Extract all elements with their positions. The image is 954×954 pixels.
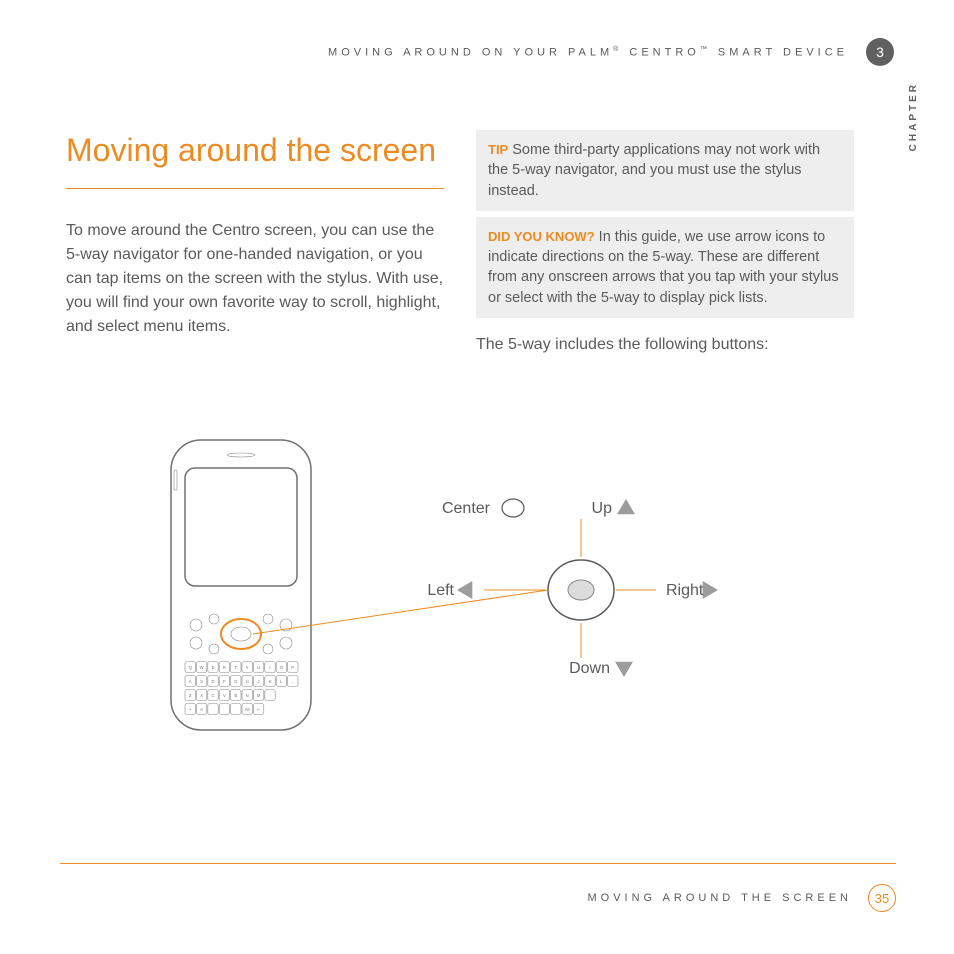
svg-text:D: D (211, 679, 214, 684)
running-foot: MOVING AROUND THE SCREEN (588, 892, 853, 904)
reg-mark: ® (613, 46, 622, 53)
svg-text:H: H (246, 679, 249, 684)
five-way-diagram: QWERTYUIOPASDFGHJKL←ZXCVBNM•0Alt↵CenterU… (66, 420, 854, 770)
svg-text:Z: Z (189, 693, 192, 698)
svg-text:←: ← (291, 679, 295, 684)
dyk-label: DID YOU KNOW? (488, 229, 595, 244)
diagram-svg: QWERTYUIOPASDFGHJKL←ZXCVBNM•0Alt↵CenterU… (66, 420, 854, 770)
content-area: Moving around the screen To move around … (66, 130, 854, 354)
svg-text:T: T (235, 665, 238, 670)
dir-label-center: Center (442, 500, 491, 517)
section-title: Moving around the screen (66, 130, 444, 189)
dir-label-up: Up (592, 500, 613, 517)
svg-text:↵: ↵ (257, 707, 261, 712)
page-number-badge: 35 (868, 884, 896, 912)
running-head-post: SMART DEVICE (711, 46, 848, 58)
intro-paragraph: To move around the Centro screen, you ca… (66, 219, 444, 339)
tip-text: Some third-party applications may not wo… (488, 142, 820, 199)
svg-text:G: G (234, 679, 237, 684)
svg-text:Y: Y (246, 665, 249, 670)
page-header: MOVING AROUND ON YOUR PALM® CENTRO™ SMAR… (60, 38, 894, 66)
five-way-intro: The 5-way includes the following buttons… (476, 336, 854, 354)
page-footer: MOVING AROUND THE SCREEN 35 (60, 856, 896, 912)
svg-text:K: K (269, 679, 272, 684)
svg-text:A: A (189, 679, 192, 684)
left-column: Moving around the screen To move around … (66, 130, 444, 354)
tm-mark: ™ (700, 46, 711, 53)
svg-text:J: J (258, 679, 260, 684)
running-head-pre: MOVING AROUND ON YOUR PALM (328, 46, 613, 58)
svg-text:C: C (211, 693, 214, 698)
chapter-number-badge: 3 (866, 38, 894, 66)
svg-text:U: U (257, 665, 260, 670)
dir-label-right: Right (666, 582, 704, 599)
svg-text:F: F (223, 679, 226, 684)
svg-text:R: R (223, 665, 226, 670)
svg-text:N: N (246, 693, 249, 698)
svg-text:S: S (200, 679, 203, 684)
running-head: MOVING AROUND ON YOUR PALM® CENTRO™ SMAR… (328, 46, 848, 59)
svg-text:B: B (234, 693, 237, 698)
svg-text:M: M (257, 693, 261, 698)
tip-callout: TIP Some third-party applications may no… (476, 130, 854, 211)
svg-text:W: W (200, 665, 204, 670)
right-column: TIP Some third-party applications may no… (476, 130, 854, 354)
tip-label: TIP (488, 142, 508, 157)
dyk-callout: DID YOU KNOW? In this guide, we use arro… (476, 217, 854, 318)
svg-text:E: E (212, 665, 215, 670)
svg-text:V: V (223, 693, 226, 698)
svg-text:I: I (269, 665, 270, 670)
dir-label-left: Left (427, 582, 454, 599)
dir-label-down: Down (569, 660, 610, 677)
svg-text:Alt: Alt (245, 707, 251, 712)
svg-text:P: P (291, 665, 294, 670)
running-head-mid: CENTRO (622, 46, 700, 58)
svg-text:X: X (200, 693, 203, 698)
chapter-vertical-label: CHAPTER (908, 82, 919, 151)
